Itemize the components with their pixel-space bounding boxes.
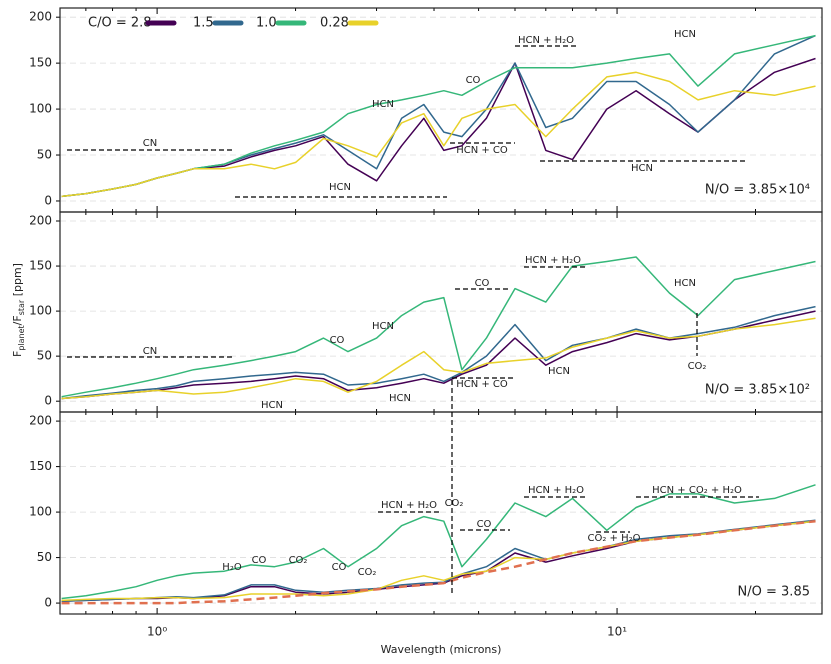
- y-tick-label: 150: [29, 459, 52, 473]
- y-axis-label-part: /F: [11, 315, 24, 325]
- legend-label: 1.5: [193, 16, 214, 31]
- annotation: HCN: [372, 321, 394, 332]
- y-tick-label: 150: [29, 56, 52, 70]
- x-axis-label: Wavelength (microns): [381, 643, 502, 656]
- y-tick-label: 150: [29, 259, 52, 273]
- panel-label: N/O = 3.85×10⁴: [705, 183, 810, 198]
- y-tick-label: 0: [44, 596, 52, 610]
- series-line: [61, 71, 816, 198]
- y-axis-label: Fplanet/Fstar [ppm]: [11, 263, 26, 357]
- y-tick-label: 50: [37, 349, 52, 363]
- y-tick-label: 50: [37, 148, 52, 162]
- annotation: CO₂: [688, 361, 707, 372]
- y-tick-label: 100: [29, 505, 52, 519]
- annotation: CO: [477, 519, 492, 530]
- annotation: HCN + CO₂ + H₂O: [652, 485, 742, 496]
- y-tick-label: 200: [29, 10, 52, 24]
- x-tick-label: 10¹: [607, 625, 627, 639]
- legend-label: 0.28: [320, 16, 349, 31]
- annotation: CO: [475, 278, 490, 289]
- y-tick-label: 100: [29, 304, 52, 318]
- annotation: CO: [466, 75, 481, 86]
- annotation: CO: [252, 555, 267, 566]
- series-line: [61, 484, 816, 600]
- annotation: HCN: [674, 278, 696, 289]
- annotation: HCN + CO: [456, 379, 508, 390]
- y-axis-label-part: [ppm]: [11, 263, 24, 300]
- series-line: [61, 519, 816, 605]
- panel-label: N/O = 3.85: [738, 585, 810, 600]
- annotation: H₂O: [222, 562, 242, 573]
- legend-label: C/O = 2.8: [88, 16, 152, 31]
- annotation: CO₂: [289, 555, 308, 566]
- series-line: [61, 256, 816, 398]
- annotation: HCN + CO: [456, 145, 508, 156]
- y-axis-label-part: F: [11, 351, 24, 357]
- series-line: [61, 305, 816, 400]
- annotation: HCN + H₂O: [528, 485, 584, 496]
- annotation: CO₂ + H₂O: [588, 533, 641, 544]
- annotation: CN: [143, 346, 157, 357]
- annotation: HCN + H₂O: [518, 35, 574, 46]
- y-axis-label-part: star: [17, 299, 26, 315]
- annotation: HCN: [674, 29, 696, 40]
- annotation: CO: [332, 562, 347, 573]
- y-axis-label-part: planet: [17, 325, 26, 350]
- y-tick-label: 200: [29, 414, 52, 428]
- y-tick-label: 100: [29, 102, 52, 116]
- panel-frame: [59, 411, 823, 615]
- annotation: HCN: [548, 366, 570, 377]
- annotation: CN: [143, 138, 157, 149]
- annotation: HCN: [372, 99, 394, 110]
- y-tick-label: 200: [29, 214, 52, 228]
- annotation: HCN: [329, 182, 351, 193]
- series-line: [61, 310, 816, 400]
- y-tick-label: 0: [44, 394, 52, 408]
- y-tick-label: 0: [44, 193, 52, 207]
- panel-label: N/O = 3.85×10²: [705, 383, 810, 398]
- y-tick-label: 50: [37, 550, 52, 564]
- legend-label: 1.0: [256, 16, 277, 31]
- annotation: HCN: [261, 400, 283, 411]
- annotation: HCN: [631, 163, 653, 174]
- annotation: CO₂: [358, 567, 377, 578]
- annotation: HCN + H₂O: [525, 255, 581, 266]
- annotation: HCN: [389, 393, 411, 404]
- annotation: CO: [330, 335, 345, 346]
- annotation: HCN + H₂O: [381, 500, 437, 511]
- plots: 0 50 100 150 200 CN HCN HCN CO HCN + H₂O HCN + CO H…: [11, 7, 823, 656]
- annotation: CO₂: [445, 498, 464, 509]
- x-tick-label: 10⁰: [147, 625, 167, 639]
- series-line: [61, 317, 816, 400]
